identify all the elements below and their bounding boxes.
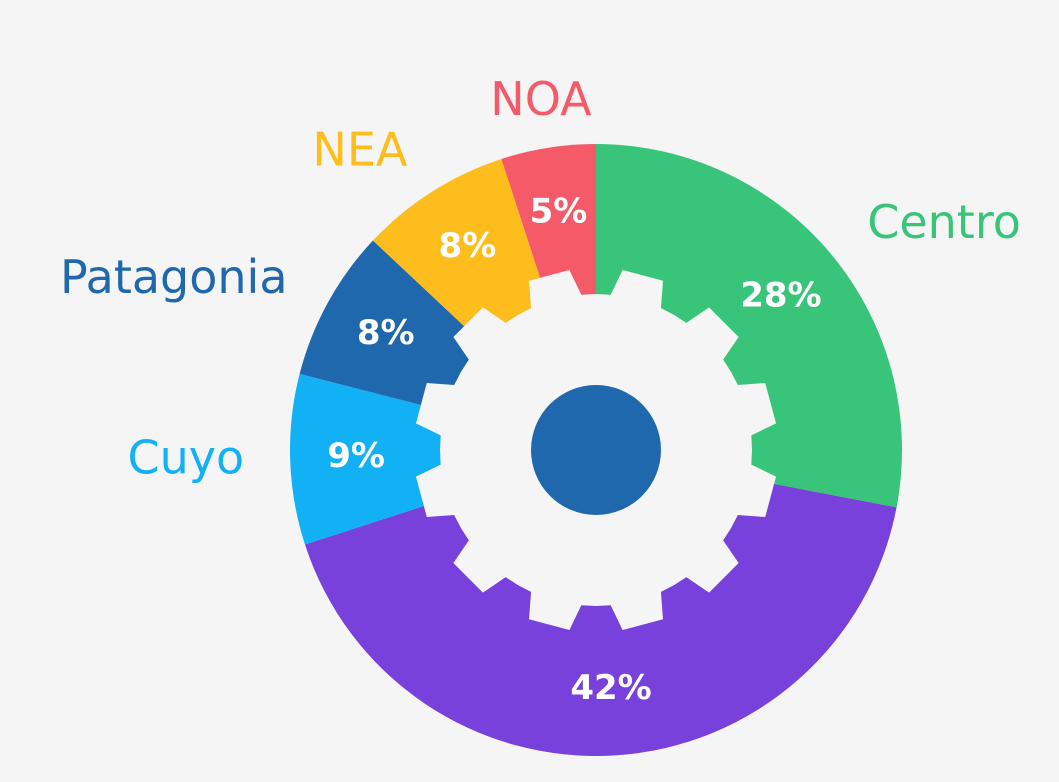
value-label: 9% — [327, 436, 385, 476]
category-label: Centro — [867, 195, 1021, 249]
value-label: 5% — [530, 191, 588, 231]
gear-hub — [531, 385, 661, 515]
category-label: Patagonia — [60, 250, 288, 304]
value-label: 8% — [357, 313, 415, 353]
value-label: 42% — [570, 668, 651, 708]
category-label: NOA — [490, 72, 592, 126]
category-label: Cuyo — [128, 431, 245, 485]
value-label: 28% — [740, 276, 821, 316]
category-label: NEA — [312, 122, 407, 176]
value-label: 8% — [439, 226, 497, 266]
